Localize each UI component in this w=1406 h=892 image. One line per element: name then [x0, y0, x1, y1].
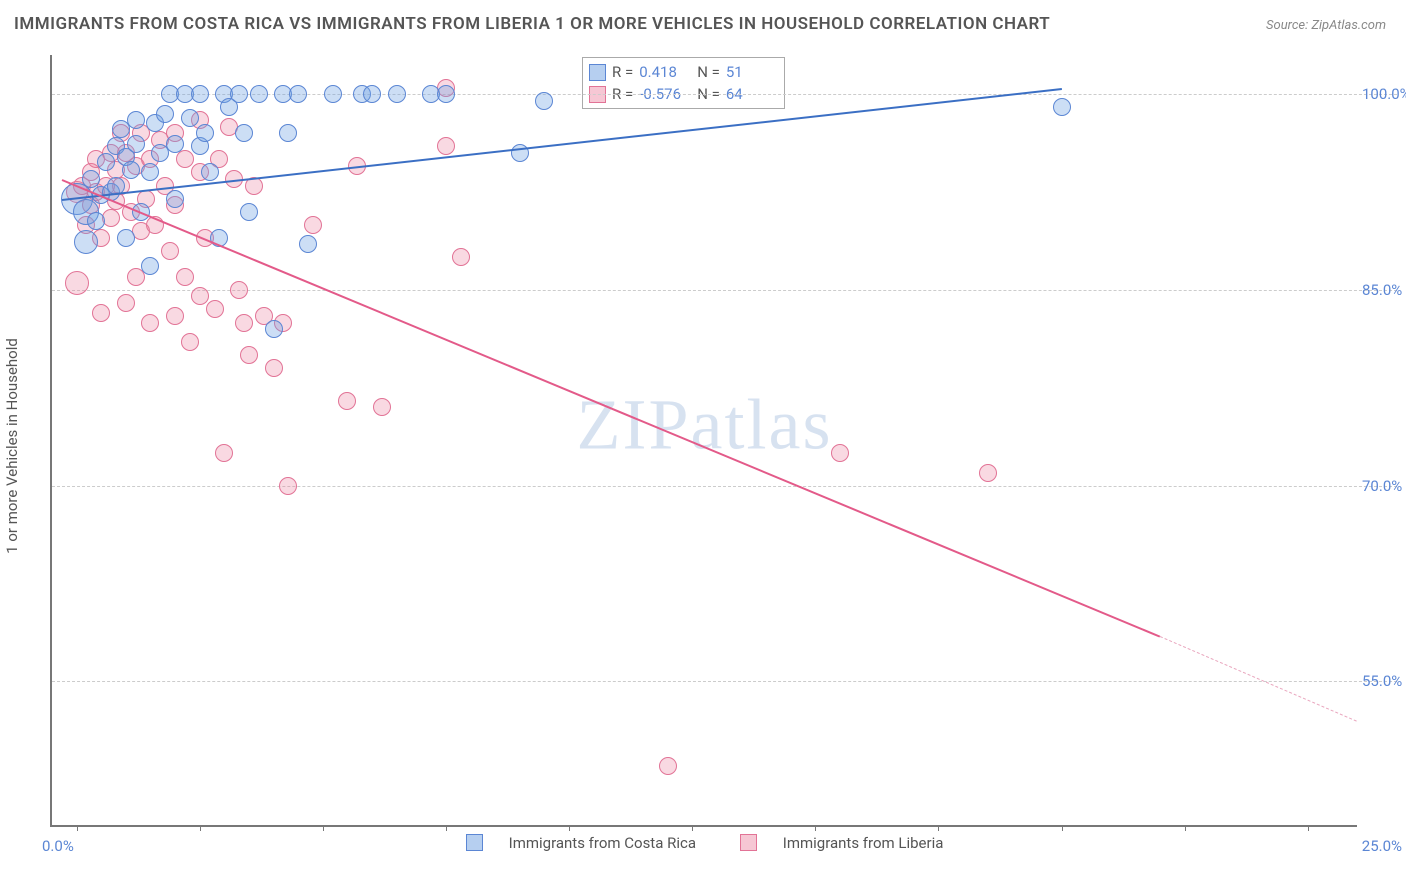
y-tick-label: 55.0% — [1362, 672, 1406, 690]
x-tick — [1185, 825, 1186, 831]
trend-line — [61, 179, 1160, 638]
x-tick — [323, 825, 324, 831]
scatter-point-liberia — [215, 444, 233, 462]
scatter-point-costa_rica — [127, 111, 145, 129]
scatter-point-costa_rica — [87, 212, 105, 230]
scatter-point-costa_rica — [181, 109, 199, 127]
source-label: Source: — [1266, 18, 1308, 33]
legend-label-costarica: Immigrants from Costa Rica — [509, 834, 696, 852]
scatter-point-costa_rica — [74, 230, 98, 254]
scatter-point-costa_rica — [240, 203, 258, 221]
scatter-point-liberia — [304, 216, 322, 234]
source-link[interactable]: ZipAtlas.com — [1311, 18, 1386, 33]
scatter-point-liberia — [191, 287, 209, 305]
gridline — [52, 681, 1397, 682]
source-attribution: Source: ZipAtlas.com — [1266, 18, 1386, 33]
y-axis-title: 1 or more Vehicles in Household — [3, 338, 21, 554]
scatter-point-costa_rica — [166, 190, 184, 208]
scatter-point-liberia — [117, 294, 135, 312]
scatter-point-costa_rica — [437, 85, 455, 103]
scatter-point-costa_rica — [363, 85, 381, 103]
gridline — [52, 486, 1397, 487]
legend-val-n-costarica: 51 — [726, 61, 778, 83]
scatter-point-liberia — [235, 314, 253, 332]
scatter-point-costa_rica — [324, 85, 342, 103]
legend-key-n: N = — [697, 61, 720, 83]
scatter-point-costa_rica — [191, 85, 209, 103]
scatter-point-costa_rica — [235, 124, 253, 142]
legend-label-liberia: Immigrants from Liberia — [783, 834, 944, 852]
scatter-point-costa_rica — [230, 85, 248, 103]
y-tick-label: 70.0% — [1362, 477, 1406, 495]
scatter-point-costa_rica — [196, 124, 214, 142]
legend-item-costarica: Immigrants from Costa Rica — [456, 834, 706, 852]
x-tick — [446, 825, 447, 831]
x-tick — [815, 825, 816, 831]
x-tick — [200, 825, 201, 831]
gridline — [52, 290, 1397, 291]
x-tick — [692, 825, 693, 831]
y-tick-label: 85.0% — [1362, 281, 1406, 299]
trend-line — [1160, 636, 1357, 722]
x-axis-label-max: 25.0% — [1362, 837, 1402, 855]
scatter-point-liberia — [659, 757, 677, 775]
scatter-point-costa_rica — [535, 92, 553, 110]
legend-top: R = 0.418 N = 51 R = -0.576 N = 64 — [582, 57, 785, 109]
scatter-point-liberia — [166, 307, 184, 325]
scatter-point-liberia — [279, 477, 297, 495]
scatter-point-liberia — [65, 271, 89, 295]
chart-title: IMMIGRANTS FROM COSTA RICA VS IMMIGRANTS… — [14, 14, 1050, 34]
scatter-point-costa_rica — [279, 124, 297, 142]
swatch-costarica — [466, 834, 483, 851]
scatter-point-liberia — [161, 242, 179, 260]
scatter-point-costa_rica — [127, 135, 145, 153]
scatter-point-liberia — [230, 281, 248, 299]
scatter-point-costa_rica — [166, 135, 184, 153]
scatter-point-liberia — [265, 359, 283, 377]
scatter-point-costa_rica — [122, 161, 140, 179]
x-tick — [569, 825, 570, 831]
scatter-point-costa_rica — [117, 229, 135, 247]
scatter-point-liberia — [452, 248, 470, 266]
trend-line — [62, 88, 1062, 201]
x-tick — [1308, 825, 1309, 831]
scatter-point-costa_rica — [141, 257, 159, 275]
x-tick — [77, 825, 78, 831]
scatter-point-liberia — [437, 137, 455, 155]
scatter-point-costa_rica — [289, 85, 307, 103]
scatter-point-costa_rica — [299, 235, 317, 253]
swatch-costarica — [589, 64, 606, 81]
x-tick — [1062, 825, 1063, 831]
legend-item-liberia: Immigrants from Liberia — [730, 834, 954, 852]
scatter-point-costa_rica — [250, 85, 268, 103]
scatter-point-costa_rica — [201, 163, 219, 181]
plot-area: ZIPatlas R = 0.418 N = 51 R = -0.576 N =… — [50, 55, 1357, 827]
legend-val-r-costarica: 0.418 — [639, 61, 691, 83]
scatter-point-liberia — [176, 268, 194, 286]
scatter-point-costa_rica — [265, 320, 283, 338]
scatter-point-liberia — [240, 346, 258, 364]
scatter-point-costa_rica — [156, 105, 174, 123]
legend-row-costarica: R = 0.418 N = 51 — [589, 61, 778, 83]
scatter-point-liberia — [141, 314, 159, 332]
scatter-point-liberia — [181, 333, 199, 351]
y-tick-label: 100.0% — [1362, 85, 1406, 103]
swatch-liberia — [740, 834, 757, 851]
watermark: ZIPatlas — [577, 383, 833, 466]
legend-bottom: Immigrants from Costa Rica Immigrants fr… — [52, 834, 1357, 856]
scatter-point-costa_rica — [97, 153, 115, 171]
scatter-point-liberia — [373, 398, 391, 416]
scatter-point-costa_rica — [388, 85, 406, 103]
scatter-point-liberia — [338, 392, 356, 410]
scatter-point-liberia — [176, 150, 194, 168]
scatter-point-liberia — [206, 300, 224, 318]
scatter-point-costa_rica — [1053, 98, 1071, 116]
scatter-point-liberia — [831, 444, 849, 462]
scatter-point-costa_rica — [141, 163, 159, 181]
legend-key-r: R = — [612, 61, 633, 83]
scatter-point-liberia — [979, 464, 997, 482]
scatter-point-liberia — [92, 304, 110, 322]
x-tick — [938, 825, 939, 831]
